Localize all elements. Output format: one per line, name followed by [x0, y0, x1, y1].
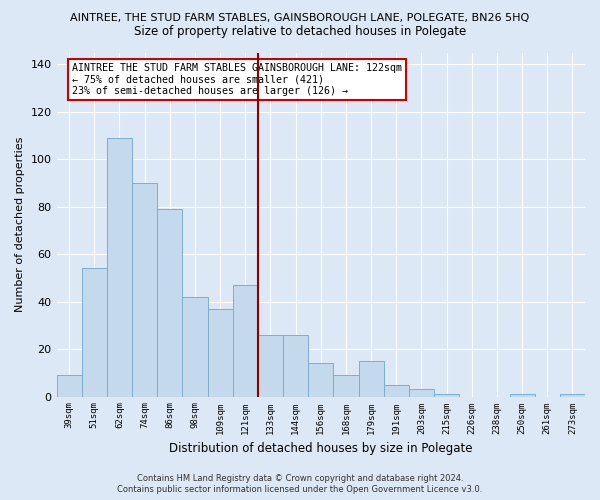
Bar: [233, 285, 258, 397]
Bar: [132, 183, 157, 396]
Bar: [56, 375, 82, 396]
Y-axis label: Number of detached properties: Number of detached properties: [15, 137, 25, 312]
Bar: [283, 335, 308, 396]
Text: Size of property relative to detached houses in Polegate: Size of property relative to detached ho…: [134, 25, 466, 38]
Bar: [359, 361, 383, 396]
Bar: [107, 138, 132, 396]
Bar: [308, 364, 334, 396]
Bar: [409, 390, 434, 396]
Bar: [182, 297, 208, 396]
Bar: [560, 394, 585, 396]
Bar: [258, 335, 283, 396]
Text: AINTREE, THE STUD FARM STABLES, GAINSBOROUGH LANE, POLEGATE, BN26 5HQ: AINTREE, THE STUD FARM STABLES, GAINSBOR…: [70, 12, 530, 22]
Bar: [208, 309, 233, 396]
X-axis label: Distribution of detached houses by size in Polegate: Distribution of detached houses by size …: [169, 442, 473, 455]
Text: Contains HM Land Registry data © Crown copyright and database right 2024.
Contai: Contains HM Land Registry data © Crown c…: [118, 474, 482, 494]
Text: AINTREE THE STUD FARM STABLES GAINSBOROUGH LANE: 122sqm
← 75% of detached houses: AINTREE THE STUD FARM STABLES GAINSBOROU…: [73, 63, 403, 96]
Bar: [434, 394, 459, 396]
Bar: [509, 394, 535, 396]
Bar: [157, 209, 182, 396]
Bar: [334, 375, 359, 396]
Bar: [82, 268, 107, 396]
Bar: [383, 384, 409, 396]
